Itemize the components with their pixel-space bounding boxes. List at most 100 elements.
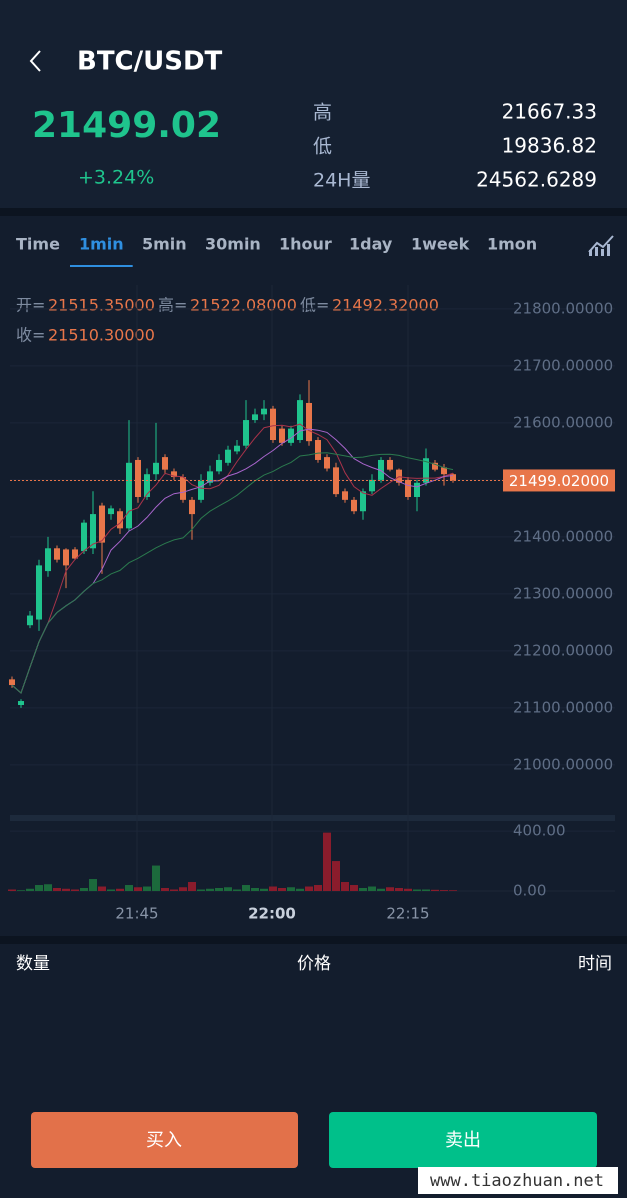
volume-bar <box>260 888 268 891</box>
volume-bar <box>152 865 160 891</box>
candle-body <box>252 414 258 421</box>
candle-body <box>342 491 348 500</box>
volume-bar <box>125 885 133 891</box>
candle-body <box>9 679 15 686</box>
stat-label: 24H量 <box>313 170 370 192</box>
trade-column-header: 价格 <box>297 954 331 974</box>
candle-body <box>216 459 222 472</box>
stat-value: 24562.6289 <box>476 168 597 192</box>
sell-label[interactable]: 卖出 <box>445 1130 481 1151</box>
volume-bar <box>368 886 376 891</box>
volume-bar <box>278 888 286 891</box>
candle-body <box>297 400 303 441</box>
volume-bar <box>170 889 178 891</box>
volume-bar <box>314 885 322 891</box>
candle-body <box>405 479 411 497</box>
timeframe-tab[interactable]: 1day <box>349 235 393 254</box>
candle-body <box>144 474 150 497</box>
volume-bar <box>89 879 97 891</box>
volume-bar <box>296 888 304 891</box>
volume-bar <box>53 888 61 891</box>
candle-body <box>171 471 177 478</box>
watermark-bg <box>418 1167 618 1194</box>
candle-body <box>360 491 366 512</box>
volume-bar <box>386 887 394 891</box>
volume-bar <box>26 888 34 891</box>
candle-body <box>432 462 438 470</box>
back-button[interactable] <box>29 50 41 72</box>
trade-column-header: 数量 <box>16 954 50 974</box>
timeframe-tab[interactable]: 1min <box>79 235 124 254</box>
candle-body <box>243 420 249 446</box>
volume-bar <box>8 889 16 891</box>
volume-bar <box>287 887 295 891</box>
y-tick-label: 21000.00000 <box>513 755 613 773</box>
volume-bar <box>62 888 70 891</box>
candle-body <box>45 548 51 572</box>
stat-label: 低 <box>313 136 332 158</box>
timeframe-tab[interactable]: 1week <box>411 235 470 254</box>
stat-value: 19836.82 <box>502 134 597 158</box>
buy-button[interactable] <box>31 1112 298 1168</box>
ohlc-label: 高= <box>158 296 187 315</box>
volume-tick-label: 0.00 <box>513 882 546 900</box>
ohlc-value: 21510.30000 <box>48 326 155 345</box>
stat-value: 21667.33 <box>502 100 597 124</box>
timeframe-tab[interactable]: 1mon <box>487 235 537 254</box>
last-price-tag <box>503 469 615 492</box>
timeframe-tab[interactable]: 5min <box>142 235 187 254</box>
candle-body <box>36 565 42 620</box>
chart-icon[interactable] <box>588 235 614 256</box>
candle-body <box>450 474 456 481</box>
sell-button[interactable] <box>329 1112 597 1168</box>
volume-bar <box>395 888 403 891</box>
ohlc-value: 21492.32000 <box>332 296 439 315</box>
y-tick-label: 21800.00000 <box>513 299 613 317</box>
buy-label[interactable]: 买入 <box>146 1130 182 1151</box>
moving-average <box>11 423 454 694</box>
volume-bar <box>98 886 106 891</box>
y-tick-label: 21600.00000 <box>513 413 613 431</box>
volume-bar <box>404 888 412 891</box>
candle-body <box>126 462 132 529</box>
y-tick-label: 21100.00000 <box>513 698 613 716</box>
candle-body <box>351 499 357 512</box>
volume-bar <box>224 887 232 891</box>
timeframe-tab[interactable]: Time <box>16 235 60 254</box>
volume-bar <box>179 887 187 891</box>
candle-body <box>369 479 375 492</box>
volume-bar <box>359 888 367 891</box>
volume-bar <box>44 884 52 891</box>
timeframe-tab[interactable]: 1hour <box>279 235 332 254</box>
candle-body <box>18 701 24 706</box>
candle-body <box>225 449 231 463</box>
volume-bar <box>422 889 430 891</box>
moving-average <box>11 452 454 694</box>
trade-column-header: 时间 <box>578 954 612 974</box>
timeframe-tab[interactable]: 30min <box>205 235 261 254</box>
separator <box>0 936 627 944</box>
header-bg <box>0 0 627 208</box>
y-tick-label: 21300.00000 <box>513 584 613 602</box>
candle-body <box>108 508 114 515</box>
candle-body <box>162 457 168 470</box>
candle-body <box>279 428 285 443</box>
ohlc-label: 开= <box>16 296 45 315</box>
volume-bar <box>449 890 457 891</box>
candle-body <box>180 477 186 500</box>
candle-body <box>135 459 141 497</box>
candle-body <box>288 428 294 443</box>
ohlc-value: 21515.35000 <box>48 296 155 315</box>
volume-bar <box>251 888 259 891</box>
candle-body <box>414 482 420 497</box>
candle-body <box>324 457 330 469</box>
volume-bar <box>161 888 169 891</box>
candle-body <box>63 549 69 566</box>
stat-label: 高 <box>313 102 332 124</box>
volume-bar <box>188 882 196 891</box>
volume-bar <box>269 886 277 891</box>
volume-bar <box>341 882 349 891</box>
x-tick-label: 22:15 <box>386 905 429 923</box>
volume-bar <box>71 889 79 891</box>
